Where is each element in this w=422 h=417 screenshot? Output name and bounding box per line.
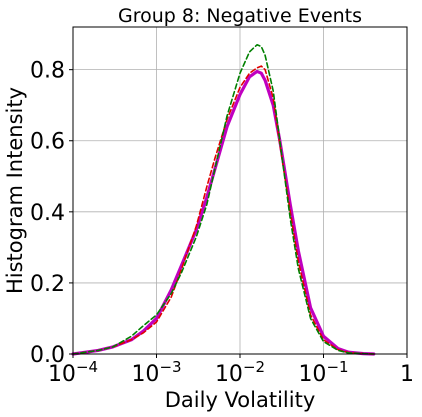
x-axis-label: Daily Volatility [165,388,316,412]
y-tick-label: 0.8 [30,59,65,84]
x-tick-label: 1 [400,362,414,387]
y-axis-label: Histogram Intensity [3,87,27,294]
series-line-1 [72,65,375,355]
grid [72,27,408,355]
series-line-0 [71,69,376,356]
y-tick-label: 0.2 [30,272,65,297]
x-tick-label: 10−1 [298,358,348,387]
y-tick-label: 0.6 [30,130,65,155]
x-tick-label: 10−3 [131,358,181,387]
y-tick-label: 0.0 [30,343,65,368]
series-line-2 [72,43,375,355]
ticks: 10−4 10−3 10−2 10−1 1 0.0 0.2 0.4 0.6 0.8 [30,59,414,387]
series-lines [71,43,376,356]
chart-title: Group 8: Negative Events [118,5,362,27]
x-tick-label: 10−4 [48,358,98,387]
y-tick-label: 0.4 [30,201,65,226]
x-tick-label: 10−2 [215,358,265,387]
